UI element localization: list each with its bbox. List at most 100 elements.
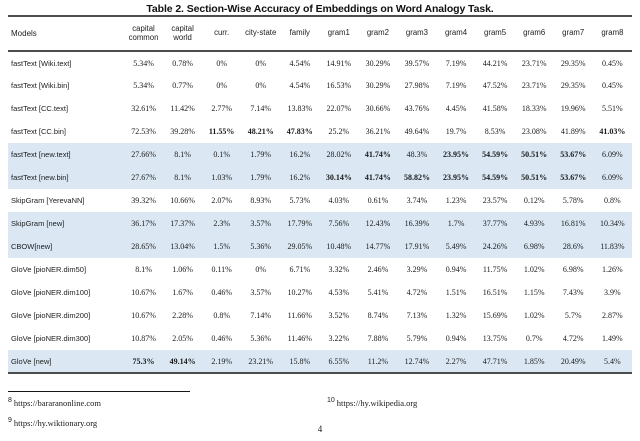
table-row: fastText [Wiki.bin] 5.34% 0.77% 0% 0% 4.54% 16… — [8, 74, 632, 97]
value-cell: 3.57% — [250, 219, 272, 228]
table-row: SkipGram [YerevaNN] 39.32% 10.66% 2.07% 8.93… — [8, 189, 632, 212]
value-cell: 1.85% — [523, 356, 545, 366]
value-cell: 4.54% — [289, 81, 311, 90]
value-cell: 49.64% — [404, 127, 430, 136]
value-cell: 15.8% — [289, 356, 311, 366]
value-cell: 2.05% — [172, 334, 193, 343]
value-cell: 6.71% — [289, 265, 311, 274]
footnote-10-link[interactable]: https://hy.wikipedia.org — [336, 398, 418, 408]
model-name-cell: SkipGram [new] — [11, 219, 65, 228]
table-row: SkipGram [new] 36.17% 17.37% 2.3% 3.57% 17.79… — [8, 212, 632, 235]
value-cell: 4.03% — [328, 196, 350, 205]
value-cell: 47.52% — [482, 81, 508, 90]
value-cell: 47.71% — [482, 356, 508, 366]
value-cell: 19.7% — [445, 127, 467, 136]
value-cell: 5.34% — [133, 58, 154, 68]
value-cell: 5.78% — [562, 196, 584, 205]
value-cell: 1.79% — [250, 150, 272, 159]
value-cell: 7.13% — [406, 311, 428, 320]
value-cell: 1.06% — [172, 265, 193, 274]
value-cell: 53.67% — [560, 150, 587, 159]
value-cell: 12.74% — [404, 356, 430, 366]
footnote-separator — [8, 391, 190, 392]
value-cell: 2.28% — [172, 311, 193, 320]
value-cell: 11.46% — [287, 334, 312, 343]
value-cell: 50.51% — [521, 173, 548, 182]
value-cell: 23.08% — [521, 127, 547, 136]
value-cell: 17.79% — [287, 219, 313, 228]
model-name-cell: GloVe [pioNER.dim100] — [11, 288, 91, 297]
value-cell: 11.42% — [170, 104, 195, 113]
value-cell: 36.21% — [365, 127, 391, 136]
value-cell: 23.71% — [521, 81, 547, 90]
value-cell: 12.43% — [365, 219, 391, 228]
value-cell: 16.2% — [289, 173, 311, 182]
value-cell: 8.1% — [135, 265, 152, 274]
value-cell: 0.77% — [172, 81, 193, 90]
value-cell: 1.15% — [523, 288, 545, 297]
value-cell: 0.45% — [602, 58, 623, 68]
value-cell: 13.04% — [170, 242, 195, 251]
value-cell: 25.2% — [328, 127, 350, 136]
value-cell: 1.51% — [445, 288, 467, 297]
value-cell: 30.29% — [365, 58, 391, 68]
value-cell: 47.83% — [286, 127, 313, 136]
value-cell: 41.74% — [364, 173, 391, 182]
value-cell: 23.21% — [248, 356, 274, 366]
value-cell: 3.9% — [604, 288, 621, 297]
model-name-cell: GloVe [pioNER.dim300] — [11, 334, 91, 343]
column-header: capital world — [171, 23, 194, 42]
value-cell: 0.1% — [213, 150, 230, 159]
value-cell: 10.48% — [326, 242, 352, 251]
value-cell: 10.34% — [600, 219, 625, 228]
value-cell: 7.14% — [250, 104, 272, 113]
value-cell: 11.2% — [367, 356, 389, 366]
value-cell: 0.78% — [172, 58, 193, 68]
value-cell: 5.79% — [406, 334, 428, 343]
value-cell: 27.66% — [131, 150, 156, 159]
value-cell: 4.45% — [445, 104, 467, 113]
value-cell: 5.34% — [133, 81, 154, 90]
value-cell: 13.75% — [482, 334, 508, 343]
value-cell: 4.53% — [328, 288, 350, 297]
value-cell: 14.77% — [365, 242, 391, 251]
value-cell: 2.87% — [602, 311, 623, 320]
value-cell: 10.87% — [131, 334, 156, 343]
value-cell: 7.19% — [445, 81, 467, 90]
value-cell: 28.6% — [562, 242, 584, 251]
value-cell: 5.51% — [602, 104, 623, 113]
value-cell: 14.91% — [326, 58, 352, 68]
footnote-10-marker: 10 — [327, 397, 335, 405]
value-cell: 48.3% — [406, 150, 428, 159]
footnote-9-link[interactable]: https://hy.wiktionary.org — [13, 418, 98, 428]
value-cell: 54.59% — [482, 150, 509, 159]
column-header: capital common — [128, 23, 159, 42]
value-cell: 7.88% — [367, 334, 389, 343]
footnote-10: 10 https://hy.wikipedia.org — [327, 397, 418, 408]
column-header-models: Models — [11, 28, 37, 38]
value-cell: 1.67% — [172, 288, 193, 297]
footnote-8-link[interactable]: https://bararanonline.com — [13, 398, 102, 408]
value-cell: 41.74% — [364, 150, 391, 159]
column-header: family — [289, 28, 310, 38]
value-cell: 16.2% — [289, 150, 311, 159]
value-cell: 23.71% — [521, 58, 547, 68]
value-cell: 20.49% — [560, 356, 586, 366]
model-name-cell: fastText [Wiki.text] — [11, 58, 72, 68]
value-cell: 7.43% — [562, 288, 584, 297]
table-row: fastText [new.bin] 27.67% 8.1% 1.03% 1.79% 16… — [8, 166, 632, 189]
value-cell: 53.67% — [560, 173, 587, 182]
value-cell: 75.3% — [132, 356, 155, 366]
value-cell: 5.36% — [250, 242, 272, 251]
value-cell: 23.95% — [443, 150, 470, 159]
table-caption: Table 2. Section-Wise Accuracy of Embedd… — [146, 3, 494, 15]
value-cell: 2.07% — [211, 196, 232, 205]
footnote-9: 9 https://hy.wiktionary.org — [8, 417, 98, 428]
value-cell: 2.3% — [213, 219, 230, 228]
value-cell: 3.52% — [328, 311, 350, 320]
table-header-row: Models capital common capital world curr. ci… — [8, 16, 632, 51]
value-cell: 2.19% — [211, 356, 232, 366]
value-cell: 0.8% — [604, 196, 621, 205]
footnote-9-marker: 9 — [8, 417, 12, 425]
